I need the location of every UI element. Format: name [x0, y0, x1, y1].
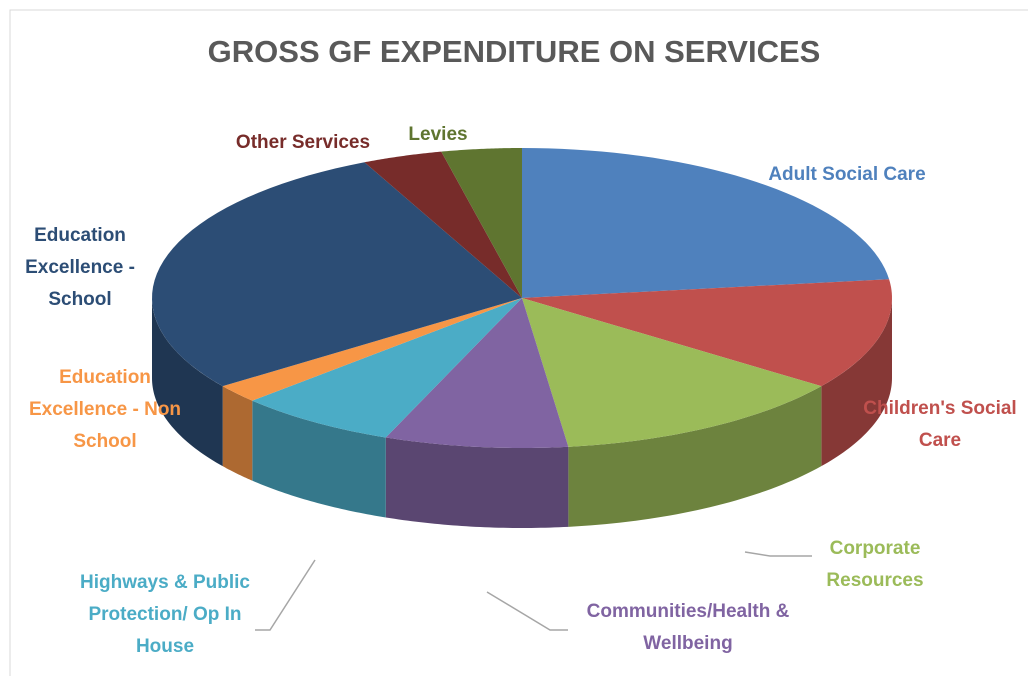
slice-top — [152, 162, 522, 387]
slice-label: Education Excellence - Non School — [28, 367, 182, 452]
leader-line — [744, 551, 812, 557]
slice-label: Communities/Health & Wellbeing — [586, 601, 790, 654]
slice-top — [385, 298, 569, 448]
slice-side — [222, 386, 253, 481]
slice-side-group — [821, 298, 892, 467]
slice-label: Corporate Resources — [826, 538, 924, 591]
slice-side — [821, 298, 892, 467]
slice — [441, 148, 522, 298]
chart-border — [9, 9, 1028, 676]
slice-top — [522, 298, 822, 447]
slice — [152, 162, 522, 387]
slice-side — [568, 386, 822, 527]
slice — [522, 279, 892, 387]
slice-side-group — [222, 386, 253, 481]
slice-side — [152, 298, 223, 467]
pie — [152, 148, 892, 528]
slice — [522, 148, 890, 298]
slice-top — [252, 298, 522, 438]
leader-line — [486, 591, 568, 631]
slice-side — [252, 400, 386, 518]
slice — [252, 298, 522, 438]
slice-top — [364, 151, 522, 298]
slice — [385, 298, 569, 448]
sides — [152, 298, 892, 528]
slice-top — [522, 148, 890, 298]
chart-title: GROSS GF EXPENDITURE ON SERVICES — [207, 34, 821, 69]
slice — [522, 298, 822, 447]
slice — [222, 298, 523, 401]
slice-side — [385, 437, 569, 528]
slice-label: Adult Social Care — [768, 164, 926, 185]
slice-label: Levies — [408, 124, 468, 145]
slice — [364, 151, 522, 298]
slice-side-group — [252, 400, 386, 518]
slice-top — [441, 148, 522, 298]
slice-side-group — [385, 437, 569, 528]
slice-label: Other Services — [235, 132, 371, 153]
slice-top — [522, 279, 892, 387]
slice-side-group — [152, 298, 223, 467]
slice-label: Education Excellence - School — [25, 225, 135, 310]
slice-label: Children's Social Care — [863, 398, 1017, 451]
leader-line — [255, 559, 316, 631]
slice-label: Highways & Public Protection/ Op In Hous… — [80, 572, 250, 657]
slice-top — [222, 298, 523, 401]
slice-side-group — [568, 386, 822, 527]
